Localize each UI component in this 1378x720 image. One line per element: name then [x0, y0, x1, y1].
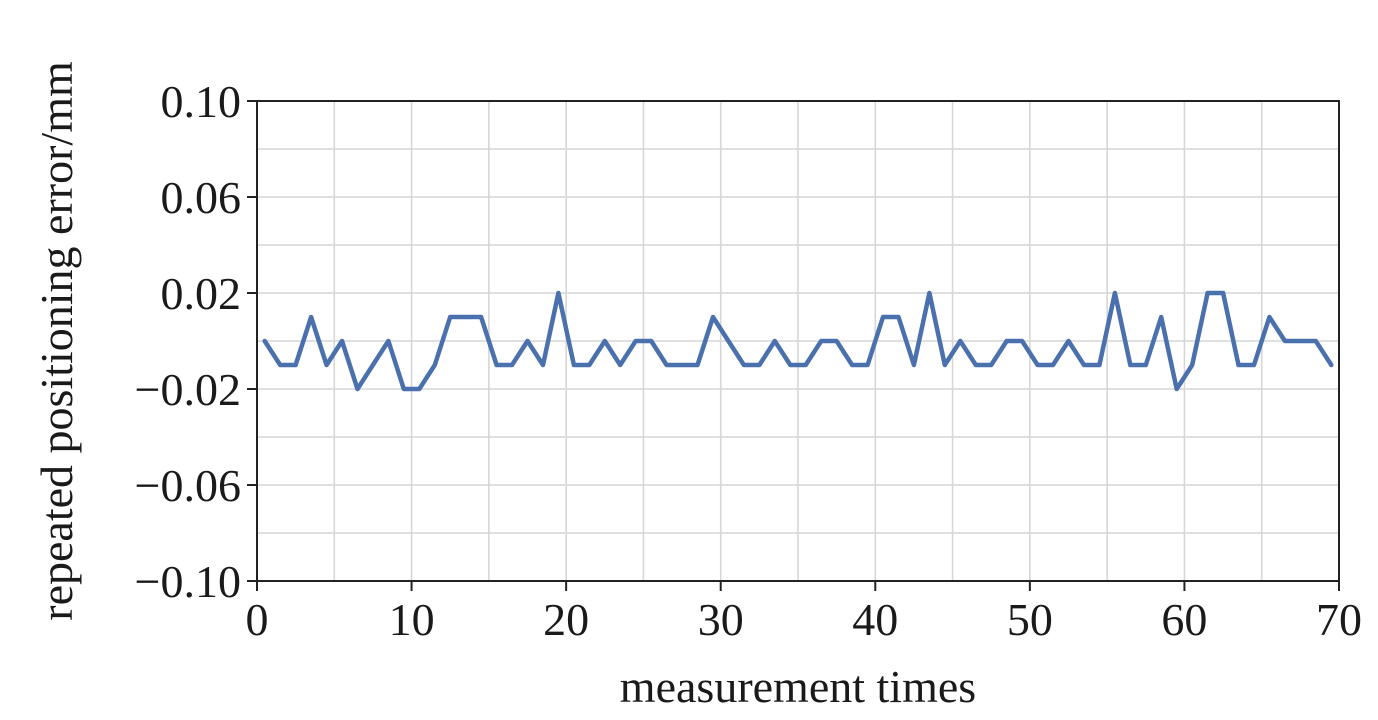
y-tick-label: −0.06 [135, 460, 241, 511]
grid [257, 101, 1339, 581]
y-tick-label: −0.10 [135, 556, 241, 607]
x-tick-label: 70 [1316, 594, 1362, 645]
y-axis-ticks: 0.10 0.06 0.02 −0.02 −0.06 −0.10 [135, 76, 257, 607]
plot-frame [256, 100, 1340, 582]
x-tick-label: 60 [1161, 594, 1207, 645]
y-tick-label: −0.02 [135, 364, 241, 415]
x-tick-label: 50 [1007, 594, 1053, 645]
y-tick-label: 0.06 [161, 172, 242, 223]
x-tick-label: 0 [246, 594, 269, 645]
y-axis-title: repeated positioning error/mm [31, 61, 82, 621]
x-axis-ticks: 0 10 20 30 40 50 60 70 [246, 581, 1362, 645]
x-tick-label: 40 [852, 594, 898, 645]
series-line [262, 290, 1334, 392]
y-tick-label: 0.02 [161, 268, 242, 319]
x-axis-title: measurement times [620, 661, 976, 712]
x-tick-label: 20 [543, 594, 589, 645]
x-tick-label: 30 [698, 594, 744, 645]
x-tick-label: 10 [389, 594, 435, 645]
y-tick-label: 0.10 [161, 76, 242, 127]
series-layer [262, 290, 1334, 392]
